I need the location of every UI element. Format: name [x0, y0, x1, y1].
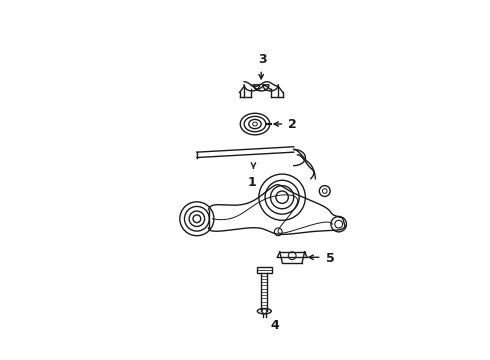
- Text: 4: 4: [270, 319, 279, 332]
- Text: 3: 3: [258, 53, 267, 66]
- Text: 2: 2: [288, 118, 297, 131]
- Ellipse shape: [257, 309, 271, 314]
- Bar: [257, 266, 272, 273]
- Text: 1: 1: [247, 176, 256, 189]
- Text: 5: 5: [326, 252, 335, 265]
